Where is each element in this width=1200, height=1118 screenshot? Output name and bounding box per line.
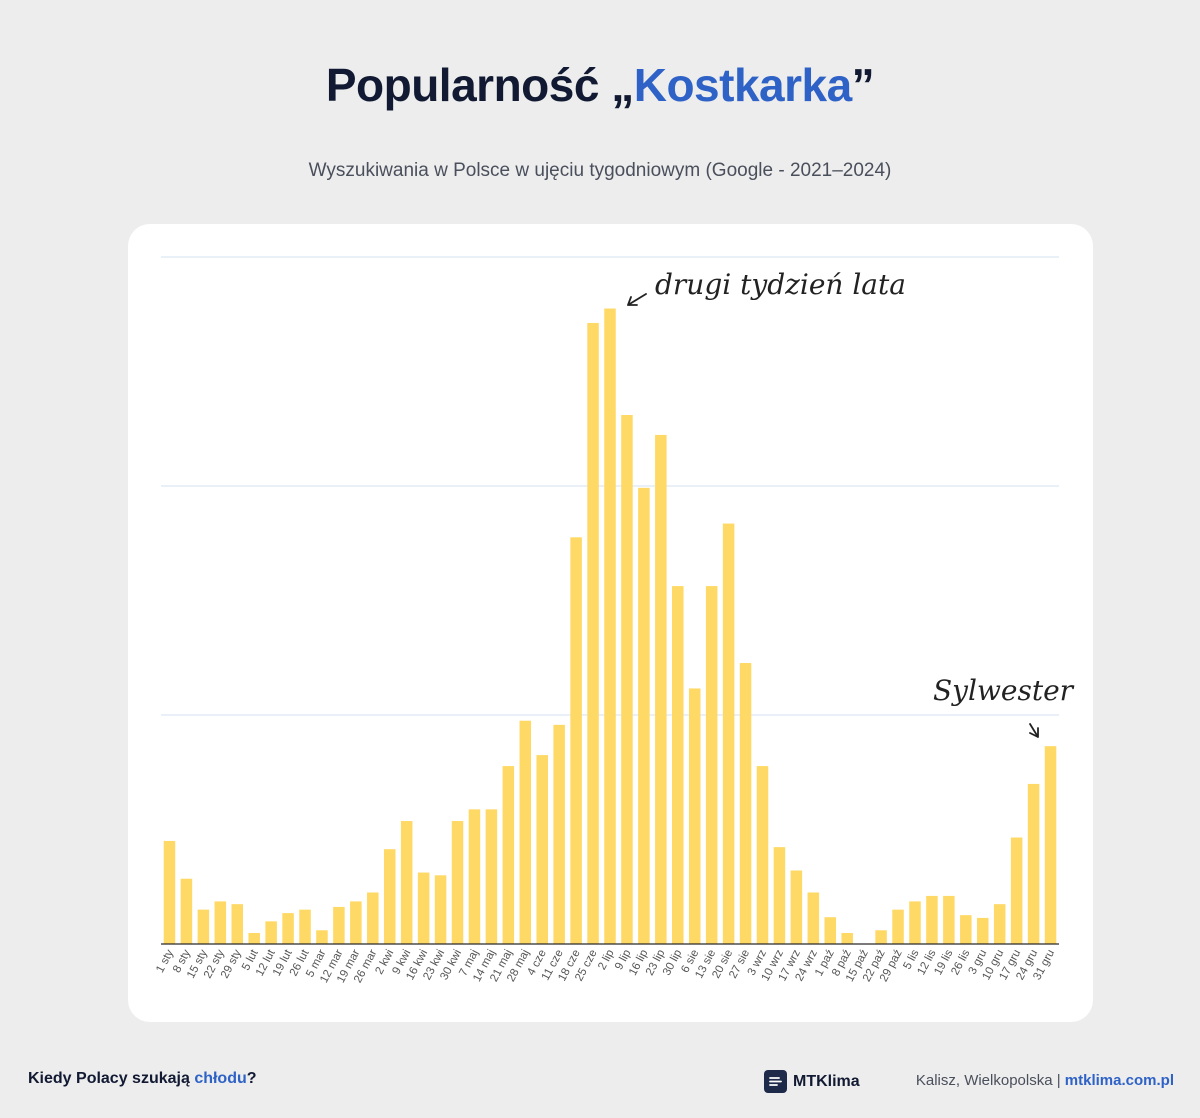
title-keyword: Kostkarka: [633, 59, 852, 111]
bar-37: [773, 847, 786, 944]
bar-28: [621, 415, 633, 944]
bar-36: [756, 766, 769, 944]
bar-11: [333, 906, 345, 944]
bar-19: [468, 809, 481, 944]
chart-subtitle: Wyszukiwania w Polsce w ujęciu tygodniow…: [308, 160, 892, 181]
bar-12: [350, 901, 362, 944]
bar-25: [570, 537, 582, 944]
bar-34: [722, 523, 735, 944]
bar-33: [705, 586, 718, 944]
bar-52: [1027, 783, 1040, 944]
bar-3: [197, 909, 210, 944]
footer-location: Kalisz, Wielkopolska |: [915, 1072, 1065, 1089]
bar-45: [909, 901, 921, 944]
bar-49: [976, 917, 989, 944]
bar-22: [519, 720, 532, 944]
footer-contact: Kalisz, Wielkopolska | mtklima.com.pl: [916, 1072, 1174, 1089]
title-prefix: Popularność „: [325, 59, 634, 111]
bar-41: [841, 933, 853, 944]
bar-8: [282, 913, 294, 944]
footer-url[interactable]: mtklima.com.pl: [1064, 1072, 1174, 1089]
x-tick-label: 2 lip: [596, 948, 617, 972]
annotation-peak: drugi tydzień lata: [655, 268, 906, 301]
bar-15: [400, 821, 413, 944]
bar-9: [299, 909, 311, 944]
bar-46: [926, 895, 938, 944]
bar-26: [587, 322, 599, 944]
chart-card: 1 sty 8 sty 15 sty 22 sty 29 sty 5 lut 12 lut 1…: [128, 224, 1093, 1022]
annotation-peak-arrow: [627, 293, 647, 306]
footer-question-highlight: chłodu: [194, 1070, 247, 1087]
bar-43: [875, 930, 887, 944]
footer-question: Kiedy Polacy szukają chłodu?: [28, 1070, 257, 1088]
chart-title: Popularność „Kostkarka”: [0, 58, 1200, 112]
bar-48: [960, 915, 972, 944]
bar-47: [943, 895, 955, 944]
bar-24: [553, 724, 565, 944]
bar-31: [672, 586, 684, 944]
bar-2: [180, 878, 193, 944]
bar-23: [536, 755, 548, 944]
bars: [163, 308, 1057, 944]
bar-51: [1010, 837, 1023, 944]
bar-40: [824, 917, 837, 944]
bar-10: [316, 930, 328, 944]
bar-35: [739, 663, 752, 944]
bar-18: [451, 821, 464, 944]
bar-7: [265, 921, 277, 944]
snowflake-fan-icon: [764, 1070, 787, 1093]
bar-14: [383, 849, 396, 944]
bar-5: [231, 904, 244, 944]
annotation-end: Sylwester: [933, 674, 1075, 707]
bar-4: [214, 901, 227, 944]
bar-17: [434, 875, 447, 944]
bar-13: [367, 892, 379, 944]
bar-27: [604, 308, 616, 944]
brand-name: MTKlima: [793, 1072, 860, 1090]
bar-38: [790, 870, 803, 944]
bar-1: [163, 840, 176, 944]
brand-logo[interactable]: MTKlima: [764, 1070, 860, 1093]
bar-16: [417, 872, 430, 944]
bar-29: [638, 487, 650, 944]
bar-53: [1044, 746, 1057, 944]
bar-50: [993, 904, 1006, 944]
annotation-end-arrow: [1029, 723, 1039, 738]
bar-20: [485, 809, 498, 944]
title-suffix: ”: [851, 59, 875, 111]
bar-44: [892, 909, 904, 944]
bar-21: [502, 766, 515, 944]
bar-39: [807, 892, 820, 944]
footer-question-suffix: ?: [246, 1070, 257, 1087]
bar-6: [248, 933, 260, 944]
bar-32: [688, 688, 701, 944]
bar-30: [655, 434, 667, 944]
footer-question-prefix: Kiedy Polacy szukają: [28, 1070, 195, 1087]
